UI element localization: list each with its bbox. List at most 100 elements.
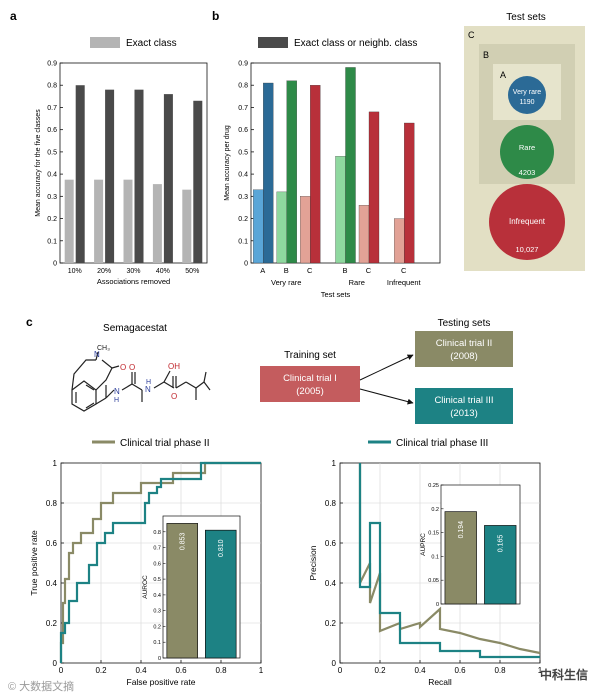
legend-label-phase2: Clinical trial phase II xyxy=(120,438,209,449)
molecule-atom-n-amide1: N xyxy=(114,387,120,396)
tick-label-y: 0.1 xyxy=(431,554,439,560)
tick-label-y: 0.6 xyxy=(325,539,337,548)
tick-label-y: 0.6 xyxy=(153,561,161,567)
tick-label-y: 0.8 xyxy=(47,83,57,90)
bar-exact xyxy=(335,156,346,264)
molecule-atom-oh: OH xyxy=(168,362,180,371)
tick-label-x: C xyxy=(307,266,313,275)
axis-label-x: Recall xyxy=(428,677,452,687)
venn-label-a: A xyxy=(500,70,506,80)
tick-label-y: 0 xyxy=(244,261,248,268)
tick-label-y: 0.2 xyxy=(153,624,161,630)
tick-label-y: 0.6 xyxy=(47,127,57,134)
tick-label-y: 0.8 xyxy=(325,499,337,508)
tick-label-y: 0.5 xyxy=(153,577,161,583)
tick-label-y: 0.7 xyxy=(153,546,161,552)
chart-b: 0 0.1 0.2 0.3 0.4 0.5 0.6 0.7 0.8 0.9 A B C Very rare… xyxy=(224,61,441,299)
tick-label-y: 0.6 xyxy=(46,539,58,548)
inset-bar-label: 0.165 xyxy=(497,535,504,553)
inset-bar xyxy=(205,529,237,659)
tick-label-y: 0.5 xyxy=(47,149,57,156)
tick-label-x: 0.6 xyxy=(175,666,187,675)
tick-label-y: 0.9 xyxy=(238,61,248,68)
watermark-left: © 大数据文摘 xyxy=(8,679,74,693)
venn-circle-rare xyxy=(500,125,554,179)
tick-label-x: 0.8 xyxy=(215,666,227,675)
tick-label-x: 0.4 xyxy=(414,666,426,675)
axis-label-y: Precision xyxy=(308,545,318,580)
legend-label-exact: Exact class xyxy=(126,38,177,49)
bar-exact xyxy=(253,189,264,264)
tick-label-y: 0.15 xyxy=(428,531,439,537)
group-label: Infrequent xyxy=(387,278,422,287)
training-box xyxy=(260,366,360,402)
series-line xyxy=(59,461,261,663)
chart-auroc-inset: 0 0.1 0.2 0.3 0.4 0.5 0.6 0.7 0.8 0.853 0.810 AUROC xyxy=(142,515,241,662)
tick-label-x: 0.8 xyxy=(494,666,506,675)
tick-label-y: 0.9 xyxy=(47,61,57,68)
legend-swatch-neigh xyxy=(258,37,288,48)
tick-label-y: 0.8 xyxy=(46,499,58,508)
tick-label-y: 0.3 xyxy=(47,194,57,201)
tick-label-y: 0.6 xyxy=(238,127,248,134)
bar-exact xyxy=(182,189,192,263)
inset-bar-label: 0.853 xyxy=(179,533,186,551)
tick-label-x: 50% xyxy=(185,268,199,275)
venn-infrequent-name: Infrequent xyxy=(509,217,546,226)
tick-label-y: 0 xyxy=(53,261,57,268)
inset-bar xyxy=(484,525,517,605)
bar-exact xyxy=(123,179,133,263)
test2-box xyxy=(415,388,513,424)
tick-label-y: 0.2 xyxy=(238,216,248,223)
venn-rare-name: Rare xyxy=(519,143,535,152)
venn-very-rare-count: 1190 xyxy=(519,99,534,106)
training-name: Clinical trial I xyxy=(283,373,337,384)
tick-label-y: 0.8 xyxy=(238,83,248,90)
venn-infrequent-count: 10,027 xyxy=(516,245,539,254)
test2-name: Clinical trial III xyxy=(434,395,493,406)
bar-exact xyxy=(358,205,370,264)
tick-label-x: B xyxy=(342,266,347,275)
tick-label-y: 0.3 xyxy=(238,194,248,201)
tick-label-y: 1 xyxy=(53,459,58,468)
test1-year: (2008) xyxy=(450,351,477,362)
bar-neigh xyxy=(404,122,415,264)
venn-label-c: C xyxy=(468,30,475,40)
tick-label-y: 0 xyxy=(436,602,439,608)
legend-label-neigh: Exact class or neighb. class xyxy=(294,38,417,49)
venn-very-rare-name: Very rare xyxy=(513,89,542,96)
tick-label-y: 0.3 xyxy=(153,609,161,615)
tick-label-y: 0.4 xyxy=(46,579,58,588)
arrow-to-test1 xyxy=(359,354,414,381)
axis-label-x: Associations removed xyxy=(97,277,170,286)
axis-label-x: Test sets xyxy=(321,290,351,299)
venn-label-b: B xyxy=(483,50,489,60)
bar-neigh xyxy=(286,80,297,264)
tick-label-x: 30% xyxy=(126,268,140,275)
inset-bar-label: 0.810 xyxy=(218,539,225,557)
tick-label-x: 20% xyxy=(97,268,111,275)
molecule-atom-methyl: CH₃ xyxy=(97,345,110,352)
axis-label-y: Mean accuracy per drug xyxy=(224,125,231,201)
tick-label-x: 0.2 xyxy=(374,666,386,675)
axis-label-y: True positive rate xyxy=(29,530,39,596)
tick-label-x: 1 xyxy=(538,666,543,675)
bar-neigh xyxy=(310,85,321,264)
inset-axis-label-y: AUPRC xyxy=(420,533,427,556)
tick-label-y: 0.7 xyxy=(47,105,57,112)
bar-neigh xyxy=(345,67,356,264)
tick-label-x: 1 xyxy=(259,666,264,675)
tick-label-y: 0.2 xyxy=(325,619,337,628)
tick-label-y: 1 xyxy=(332,459,337,468)
group-label: Rare xyxy=(349,278,365,287)
series-line xyxy=(59,461,261,663)
molecule-atom-h-amide1: H xyxy=(114,397,119,404)
tick-label-y: 0.2 xyxy=(431,507,439,513)
tick-label-y: 0.4 xyxy=(153,593,161,599)
watermark-right: 中科生信 xyxy=(540,667,588,682)
chart-a: 0 0.1 0.2 0.3 0.4 0.5 0.6 0.7 0.8 0.9 10% 20% 30% 40%… xyxy=(35,61,208,286)
molecule-atom-o-amide1: O xyxy=(129,363,135,372)
bar-neigh xyxy=(105,89,115,264)
tick-label-y: 0.2 xyxy=(47,216,57,223)
tick-label-y: 0 xyxy=(158,656,161,662)
